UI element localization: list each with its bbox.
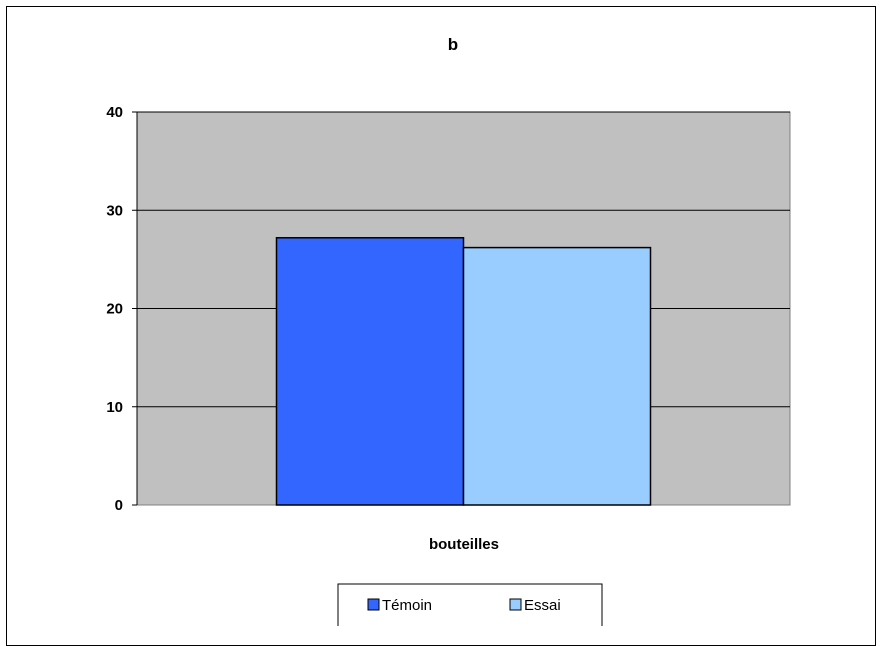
bar-essai bbox=[462, 246, 652, 506]
chart: 0 10 20 30 40 b bouteilles Témoin Essai bbox=[106, 35, 791, 626]
legend-swatch-essai bbox=[509, 598, 522, 611]
legend-label-essai: Essai bbox=[524, 597, 561, 614]
bars bbox=[275, 237, 652, 506]
x-axis-label: bouteilles bbox=[429, 536, 499, 553]
legend-box bbox=[337, 583, 603, 626]
y-tick-label: 30 bbox=[106, 202, 123, 219]
y-tick-label: 10 bbox=[106, 399, 123, 416]
legend: Témoin Essai bbox=[337, 583, 603, 626]
y-axis: 0 10 20 30 40 bbox=[106, 104, 138, 514]
y-tick-label: 20 bbox=[106, 301, 123, 318]
y-tick-label: 40 bbox=[106, 104, 123, 121]
chart-title: b bbox=[448, 35, 458, 54]
legend-swatch-temoin bbox=[367, 598, 380, 611]
legend-label-temoin: Témoin bbox=[382, 597, 432, 614]
bar-t-moin bbox=[275, 237, 465, 506]
y-tick-label: 0 bbox=[115, 497, 123, 514]
